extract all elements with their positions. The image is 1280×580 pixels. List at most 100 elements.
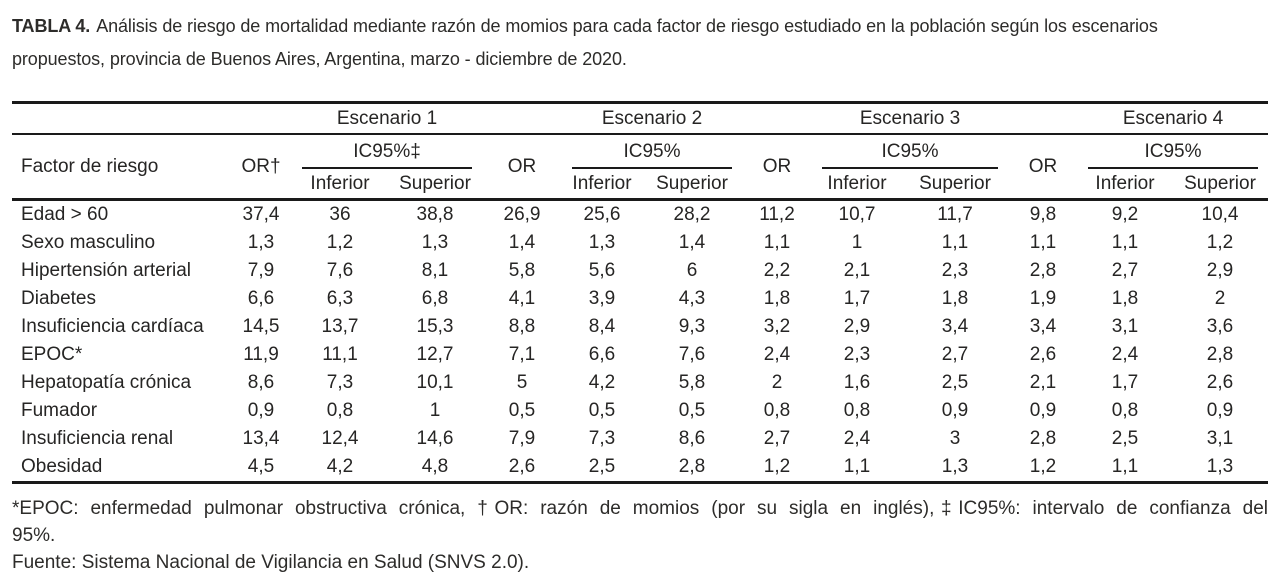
value-cell: 1,1 <box>941 232 969 253</box>
value-cell: 4,3 <box>678 288 706 309</box>
ic-label-2: IC95% <box>572 141 732 169</box>
value-cell: 14,6 <box>416 428 454 449</box>
value-cell: 2,5 <box>588 456 616 477</box>
value-cell: 8,1 <box>421 260 449 281</box>
value-cell: 0,9 <box>1206 400 1234 421</box>
table-row: Sexo masculino 1,3 1,2 1,3 1,4 1,3 1,4 1… <box>12 229 1268 257</box>
value-cell: 1,8 <box>1111 288 1139 309</box>
factor-cell: Insuficiencia renal <box>21 428 174 449</box>
value-cell: 12,7 <box>416 344 454 365</box>
factor-cell: Insuficiencia cardíaca <box>21 316 204 337</box>
value-cell: 9,3 <box>678 316 706 337</box>
ic-header-2: IC95% <box>562 134 742 169</box>
value-cell: 7,9 <box>508 428 536 449</box>
value-cell: 2,7 <box>941 344 969 365</box>
value-cell: 1,2 <box>326 232 354 253</box>
value-cell: 1,7 <box>1111 372 1139 393</box>
value-cell: 3,4 <box>1029 316 1057 337</box>
inferior-header-3: Inferior <box>812 169 902 201</box>
factor-cell: Sexo masculino <box>21 232 156 253</box>
value-cell: 2,6 <box>1206 372 1234 393</box>
table-row: EPOC* 11,9 11,1 12,7 7,1 6,6 7,6 2,4 2,3… <box>12 341 1268 369</box>
value-cell: 11,9 <box>243 344 279 365</box>
spacer-cell <box>742 102 812 135</box>
scenario-3-header: Escenario 3 <box>812 102 1008 135</box>
spacer-cell <box>1008 102 1078 135</box>
value-cell: 1,4 <box>508 232 536 253</box>
value-cell: 3,9 <box>588 288 616 309</box>
value-cell: 1,3 <box>941 456 969 477</box>
table-body: Edad > 60 37,4 36 38,8 26,9 25,6 28,2 11… <box>12 200 1268 483</box>
value-cell: 7,3 <box>326 372 354 393</box>
value-cell: 2,4 <box>763 344 791 365</box>
factor-header: Factor de riesgo <box>12 134 230 201</box>
value-cell: 36 <box>329 204 351 225</box>
risk-table: Escenario 1 Escenario 2 Escenario 3 Esce… <box>12 101 1268 484</box>
value-cell: 2,5 <box>1111 428 1139 449</box>
value-cell: 1 <box>851 232 863 253</box>
value-cell: 1,1 <box>1029 232 1057 253</box>
value-cell: 1,1 <box>1111 232 1139 253</box>
table-caption: TABLA 4. Análisis de riesgo de mortalidad… <box>12 10 1268 76</box>
caption-line-2: propuestos, provincia de Buenos Aires, A… <box>12 49 627 69</box>
value-cell: 14,5 <box>242 316 280 337</box>
value-cell: 13,4 <box>242 428 280 449</box>
value-cell: 9,8 <box>1029 204 1057 225</box>
caption-text-1: Análisis de riesgo de mortalidad mediant… <box>96 16 1158 36</box>
value-cell: 2,1 <box>1029 372 1057 393</box>
ic-header-row: Factor de riesgo OR† IC95%‡ OR IC95% OR … <box>12 134 1268 201</box>
value-cell: 1,4 <box>678 232 706 253</box>
footnotes: *EPOC: enfermedad pulmonar obstructiva c… <box>12 495 1268 576</box>
or-header-1: OR† <box>230 134 292 201</box>
factor-cell: EPOC* <box>21 344 83 365</box>
inferior-header-1: Inferior <box>292 169 388 201</box>
value-cell: 13,7 <box>321 316 359 337</box>
or-header-2: OR <box>482 134 562 201</box>
factor-cell: Fumador <box>21 400 98 421</box>
table-row: Hepatopatía crónica 8,6 7,3 10,1 5 4,2 5… <box>12 369 1268 397</box>
value-cell: 0,5 <box>678 400 706 421</box>
value-cell: 6,8 <box>421 288 449 309</box>
value-cell: 2,3 <box>941 260 969 281</box>
value-cell: 7,9 <box>247 260 275 281</box>
value-cell: 2,7 <box>763 428 791 449</box>
value-cell: 9,2 <box>1111 204 1139 225</box>
footnote-line-1: *EPOC: enfermedad pulmonar obstructiva c… <box>12 498 1268 519</box>
factor-cell: Obesidad <box>21 456 103 477</box>
value-cell: 2,1 <box>843 260 871 281</box>
value-cell: 0,9 <box>247 400 275 421</box>
value-cell: 7,6 <box>326 260 354 281</box>
spacer-cell <box>12 102 292 135</box>
value-cell: 26,9 <box>503 204 541 225</box>
value-cell: 0,8 <box>843 400 871 421</box>
value-cell: 1,2 <box>1206 232 1234 253</box>
ic-header-4: IC95% <box>1078 134 1268 169</box>
value-cell: 2,4 <box>1111 344 1139 365</box>
table-header: Escenario 1 Escenario 2 Escenario 3 Esce… <box>12 102 1268 201</box>
table-row: Insuficiencia renal 13,4 12,4 14,6 7,9 7… <box>12 425 1268 453</box>
ic-header-1: IC95%‡ <box>292 134 482 169</box>
value-cell: 1,3 <box>247 232 275 253</box>
value-cell: 0,8 <box>763 400 791 421</box>
value-cell: 8,6 <box>247 372 275 393</box>
value-cell: 3,2 <box>763 316 791 337</box>
table-row: Insuficiencia cardíaca 14,5 13,7 15,3 8,… <box>12 313 1268 341</box>
value-cell: 4,8 <box>421 456 449 477</box>
value-cell: 2,8 <box>1206 344 1234 365</box>
value-cell: 6,6 <box>247 288 275 309</box>
value-cell: 5,6 <box>588 260 616 281</box>
value-cell: 6,6 <box>588 344 616 365</box>
value-cell: 0,9 <box>941 400 969 421</box>
caption-line-1: TABLA 4. Análisis de riesgo de mortalidad… <box>12 10 1268 43</box>
value-cell: 2,8 <box>1029 428 1057 449</box>
footnote-line-2: 95%. <box>12 525 56 546</box>
ic-label-1: IC95%‡ <box>302 141 472 169</box>
value-cell: 2 <box>1214 288 1226 309</box>
value-cell: 10,4 <box>1201 204 1239 225</box>
value-cell: 4,5 <box>247 456 275 477</box>
value-cell: 10,7 <box>838 204 876 225</box>
value-cell: 0,8 <box>1111 400 1139 421</box>
value-cell: 1,8 <box>941 288 969 309</box>
superior-header-1: Superior <box>388 169 482 201</box>
